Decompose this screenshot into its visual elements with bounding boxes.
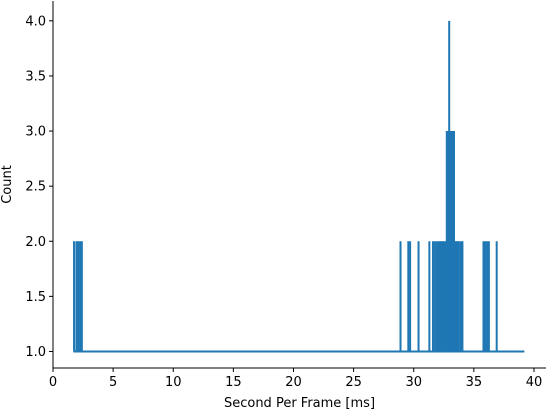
x-tick-label: 10 <box>165 375 182 390</box>
y-tick-label: 2.5 <box>25 180 46 195</box>
x-tick-label: 35 <box>466 375 483 390</box>
y-tick-label: 1.0 <box>25 345 46 360</box>
y-tick-label: 2.0 <box>25 235 46 250</box>
x-axis-label: Second Per Frame [ms] <box>224 396 375 411</box>
x-tick-label: 25 <box>345 375 362 390</box>
y-tick-label: 3.0 <box>25 125 46 140</box>
x-tick-label: 20 <box>285 375 302 390</box>
x-tick-label: 40 <box>526 375 543 390</box>
x-tick-label: 15 <box>225 375 242 390</box>
y-ticks-group: 1.0 1.5 2.0 2.5 3.0 3.5 4.0 <box>25 14 53 360</box>
axes-group <box>52 1 546 369</box>
x-ticks-group: 0 5 10 15 20 25 30 35 40 <box>49 368 542 390</box>
x-tick-label: 5 <box>109 375 117 390</box>
y-tick-label: 3.5 <box>25 69 46 84</box>
series-line-group <box>73 20 525 353</box>
x-tick-label: 30 <box>405 375 422 390</box>
x-tick-label: 0 <box>49 375 57 390</box>
y-tick-label: 4.0 <box>25 14 46 29</box>
y-axis-label: Count <box>0 165 15 204</box>
y-tick-label: 1.5 <box>25 290 46 305</box>
